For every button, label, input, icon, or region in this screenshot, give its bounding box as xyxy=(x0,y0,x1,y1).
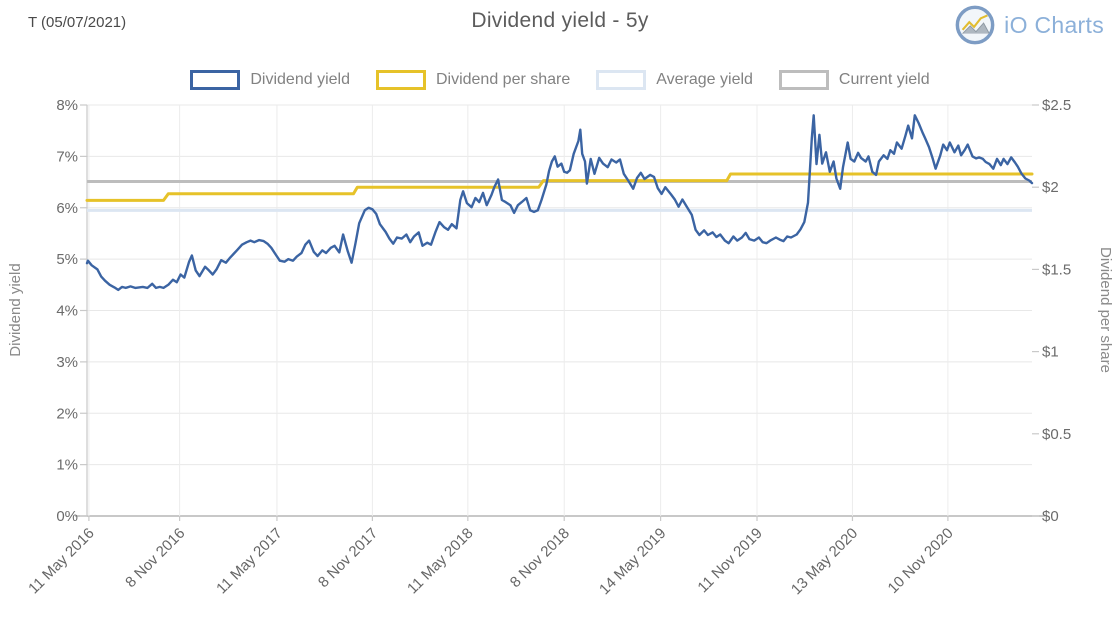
legend-label: Dividend per share xyxy=(435,71,571,88)
left-axis-title: Dividend yield xyxy=(7,263,24,356)
brand-name: iO Charts xyxy=(1004,11,1104,38)
svg-text:8 Nov 2018: 8 Nov 2018 xyxy=(507,525,573,591)
iocharts-logo-icon xyxy=(955,5,995,45)
legend-item-dividend-per-share[interactable]: Dividend per share xyxy=(375,70,571,90)
svg-text:$1.5: $1.5 xyxy=(1042,261,1071,278)
svg-text:$2: $2 xyxy=(1042,179,1059,196)
svg-text:1%: 1% xyxy=(56,457,78,474)
svg-text:$0: $0 xyxy=(1042,508,1059,525)
dividend-yield-swatch-icon xyxy=(190,70,241,90)
svg-text:3%: 3% xyxy=(56,354,78,371)
legend-label: Average yield xyxy=(656,71,753,88)
svg-text:$0.5: $0.5 xyxy=(1042,426,1071,443)
chart-gridlines xyxy=(75,104,1045,521)
legend-label: Dividend yield xyxy=(250,71,350,88)
dividend-per-share-swatch-icon xyxy=(375,70,426,90)
legend-item-current-yield[interactable]: Current yield xyxy=(778,70,930,90)
svg-text:14 May 2019: 14 May 2019 xyxy=(596,525,669,598)
right-axis-title: Dividend per share xyxy=(1097,247,1114,373)
svg-text:13 May 2020: 13 May 2020 xyxy=(788,525,861,598)
brand-logo[interactable]: iO Charts xyxy=(954,4,1104,46)
svg-text:10 Nov 2020: 10 Nov 2020 xyxy=(885,525,957,597)
svg-text:0%: 0% xyxy=(56,508,78,525)
svg-text:8%: 8% xyxy=(56,97,78,114)
svg-text:6%: 6% xyxy=(56,200,78,217)
svg-text:$1: $1 xyxy=(1042,344,1059,361)
svg-text:5%: 5% xyxy=(56,251,78,268)
legend-label: Current yield xyxy=(838,71,930,88)
average-yield-swatch-icon xyxy=(596,70,647,90)
svg-text:11 May 2018: 11 May 2018 xyxy=(404,525,477,598)
svg-text:11 May 2016: 11 May 2016 xyxy=(25,525,98,598)
ticker-and-date-label: T (05/07/2021) xyxy=(28,14,127,31)
svg-text:11 Nov 2019: 11 Nov 2019 xyxy=(694,525,765,596)
chart-series-lines xyxy=(85,114,1034,292)
svg-text:2%: 2% xyxy=(56,405,78,422)
legend-item-dividend-yield[interactable]: Dividend yield xyxy=(190,70,350,90)
svg-text:7%: 7% xyxy=(56,148,78,165)
svg-text:$2.5: $2.5 xyxy=(1042,97,1071,114)
page-title: Dividend yield - 5y xyxy=(471,9,649,32)
chart-legend: Dividend yield Dividend per share Averag… xyxy=(0,70,1120,90)
svg-text:8 Nov 2017: 8 Nov 2017 xyxy=(315,525,381,591)
svg-text:8 Nov 2016: 8 Nov 2016 xyxy=(122,525,188,591)
svg-text:11 May 2017: 11 May 2017 xyxy=(213,525,286,598)
current-yield-swatch-icon xyxy=(778,70,829,90)
legend-item-average-yield[interactable]: Average yield xyxy=(596,70,753,90)
svg-text:4%: 4% xyxy=(56,303,78,320)
